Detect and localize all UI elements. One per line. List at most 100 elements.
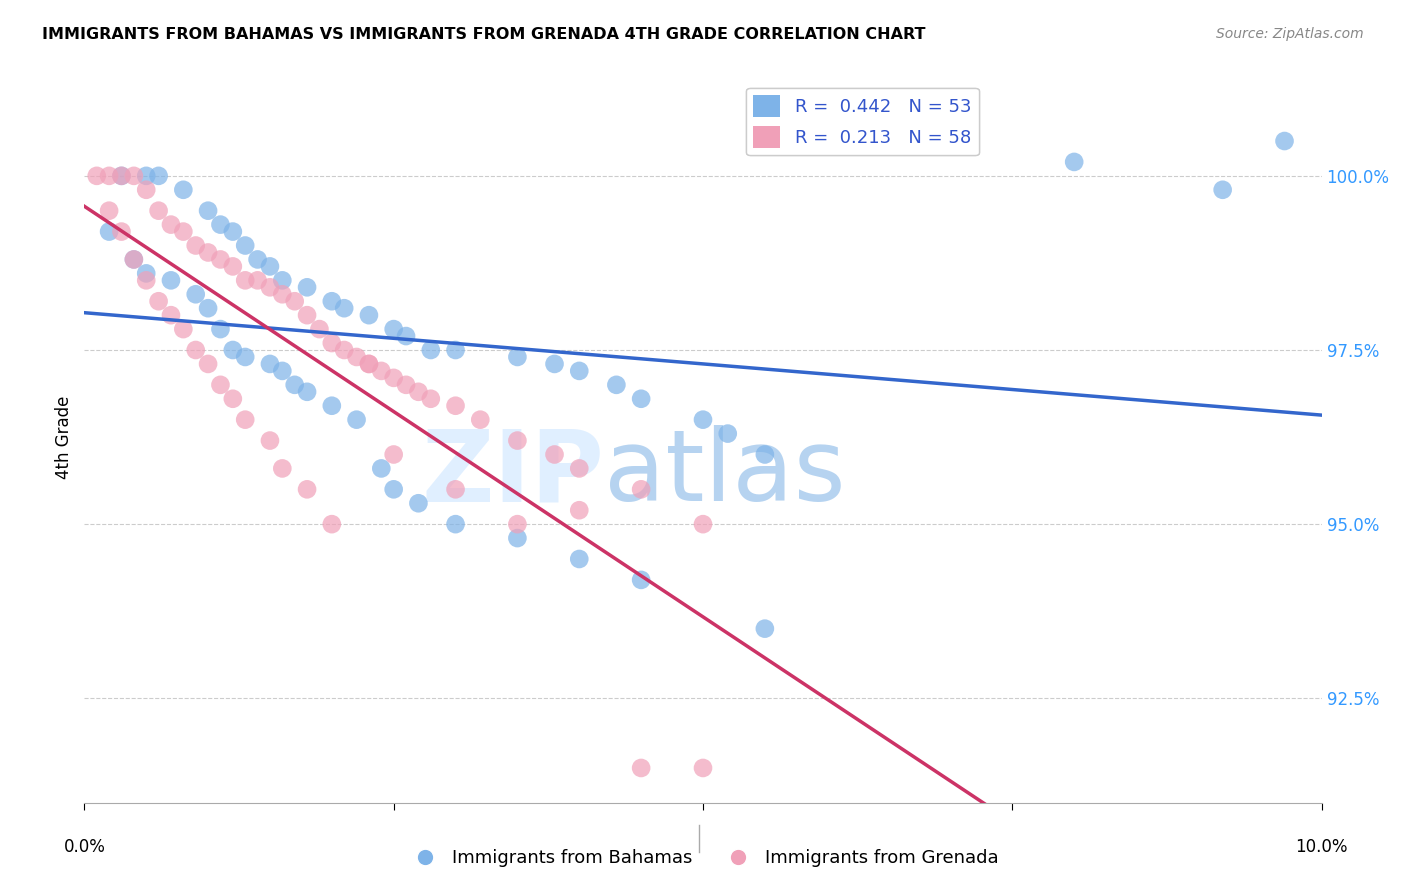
Point [86,169,108,183]
Point [346,412,368,426]
Point [321,517,343,532]
Point [233,238,256,252]
Point [184,287,207,301]
Point [98,169,121,183]
Point [222,392,245,406]
Point [382,322,405,336]
Point [692,412,714,426]
Point [271,364,294,378]
Point [246,252,269,267]
Point [321,294,343,309]
Point [568,552,591,566]
Point [346,350,368,364]
Point [98,225,121,239]
Point [717,426,740,441]
Point [110,169,132,183]
Point [197,357,219,371]
Point [209,322,232,336]
Point [209,377,232,392]
Point [110,225,132,239]
Point [543,448,565,462]
Point [444,399,467,413]
Point [148,294,170,309]
Point [284,294,307,309]
Point [233,412,256,426]
Point [395,329,418,343]
Point [172,225,194,239]
Point [630,483,652,497]
Point [370,364,392,378]
Point [246,273,269,287]
Point [357,308,380,322]
Point [271,273,294,287]
Point [98,203,121,218]
Point [308,322,330,336]
Point [184,238,207,252]
Point [222,225,245,239]
Point [197,245,219,260]
Point [444,483,467,497]
Point [259,434,281,448]
Point [357,357,380,371]
Point [630,392,652,406]
Y-axis label: 4th Grade: 4th Grade [55,395,73,479]
Point [382,483,405,497]
Point [184,343,207,357]
Point [135,266,157,280]
Point [395,377,418,392]
Text: atlas: atlas [605,425,845,522]
Point [382,448,405,462]
Point [233,350,256,364]
Point [135,183,157,197]
Point [543,357,565,371]
Point [444,517,467,532]
Point [284,377,307,392]
Point [568,364,591,378]
Point [259,357,281,371]
Point [506,517,529,532]
Point [321,399,343,413]
Point [506,434,529,448]
Point [605,377,627,392]
Point [357,357,380,371]
Point [419,343,441,357]
Point [160,218,183,232]
Point [148,169,170,183]
Point [295,483,318,497]
Point [754,448,776,462]
Point [122,252,145,267]
Text: 0.0%: 0.0% [63,838,105,855]
Point [197,203,219,218]
Point [419,392,441,406]
Point [160,308,183,322]
Point [160,273,183,287]
Point [135,273,157,287]
Point [321,336,343,351]
Point [333,343,356,357]
Point [110,169,132,183]
Point [259,280,281,294]
Point [1212,183,1234,197]
Point [222,260,245,274]
Point [1063,155,1085,169]
Point [209,252,232,267]
Point [197,301,219,316]
Point [259,260,281,274]
Point [333,301,356,316]
Point [172,183,194,197]
Point [172,322,194,336]
Point [148,203,170,218]
Point [122,169,145,183]
Legend: Immigrants from Bahamas, Immigrants from Grenada: Immigrants from Bahamas, Immigrants from… [401,842,1005,874]
Point [295,384,318,399]
Point [506,531,529,545]
Text: 10.0%: 10.0% [1295,838,1348,855]
Point [271,287,294,301]
Point [382,371,405,385]
Point [568,461,591,475]
Text: ZIP: ZIP [422,425,605,522]
Point [568,503,591,517]
Point [271,461,294,475]
Point [233,273,256,287]
Point [692,517,714,532]
